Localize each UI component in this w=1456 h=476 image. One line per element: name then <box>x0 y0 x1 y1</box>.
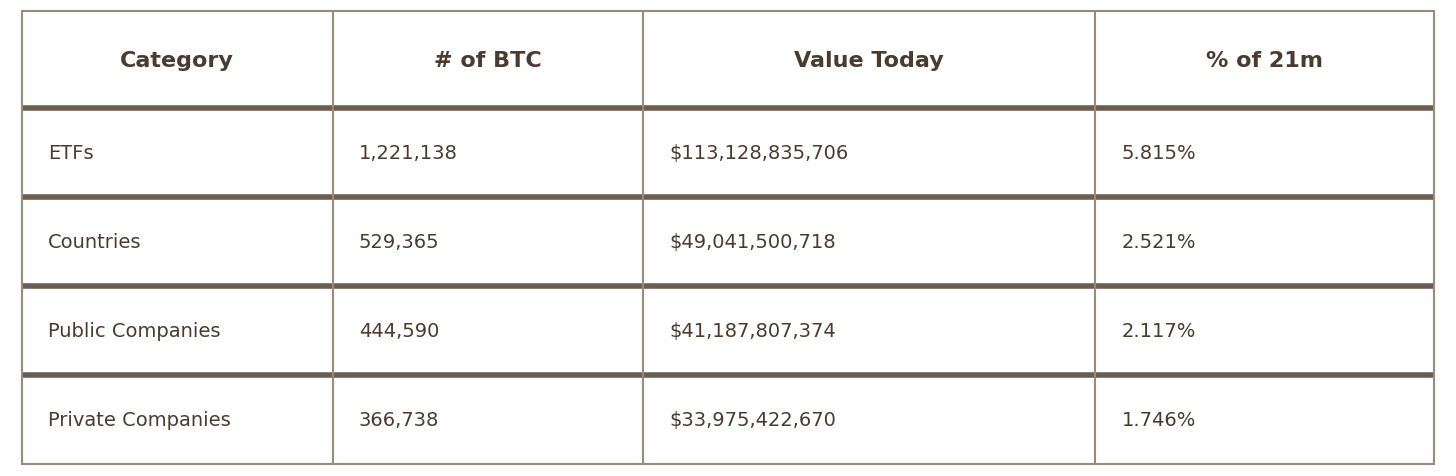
Text: 2.521%: 2.521% <box>1121 233 1195 252</box>
Text: Public Companies: Public Companies <box>48 321 220 340</box>
Text: Category: Category <box>121 50 234 70</box>
Text: $41,187,807,374: $41,187,807,374 <box>670 321 836 340</box>
Text: $113,128,835,706: $113,128,835,706 <box>670 144 849 163</box>
Text: 1,221,138: 1,221,138 <box>358 144 457 163</box>
Text: $33,975,422,670: $33,975,422,670 <box>670 410 836 429</box>
Text: $49,041,500,718: $49,041,500,718 <box>670 233 836 252</box>
Text: 444,590: 444,590 <box>358 321 440 340</box>
Text: 529,365: 529,365 <box>358 233 440 252</box>
Text: Value Today: Value Today <box>795 50 943 70</box>
Text: 366,738: 366,738 <box>358 410 440 429</box>
Text: Private Companies: Private Companies <box>48 410 232 429</box>
Text: Countries: Countries <box>48 233 141 252</box>
Text: 2.117%: 2.117% <box>1121 321 1195 340</box>
Text: 5.815%: 5.815% <box>1121 144 1195 163</box>
Text: # of BTC: # of BTC <box>434 50 542 70</box>
Text: % of 21m: % of 21m <box>1206 50 1324 70</box>
Text: 1.746%: 1.746% <box>1121 410 1195 429</box>
Text: ETFs: ETFs <box>48 144 93 163</box>
